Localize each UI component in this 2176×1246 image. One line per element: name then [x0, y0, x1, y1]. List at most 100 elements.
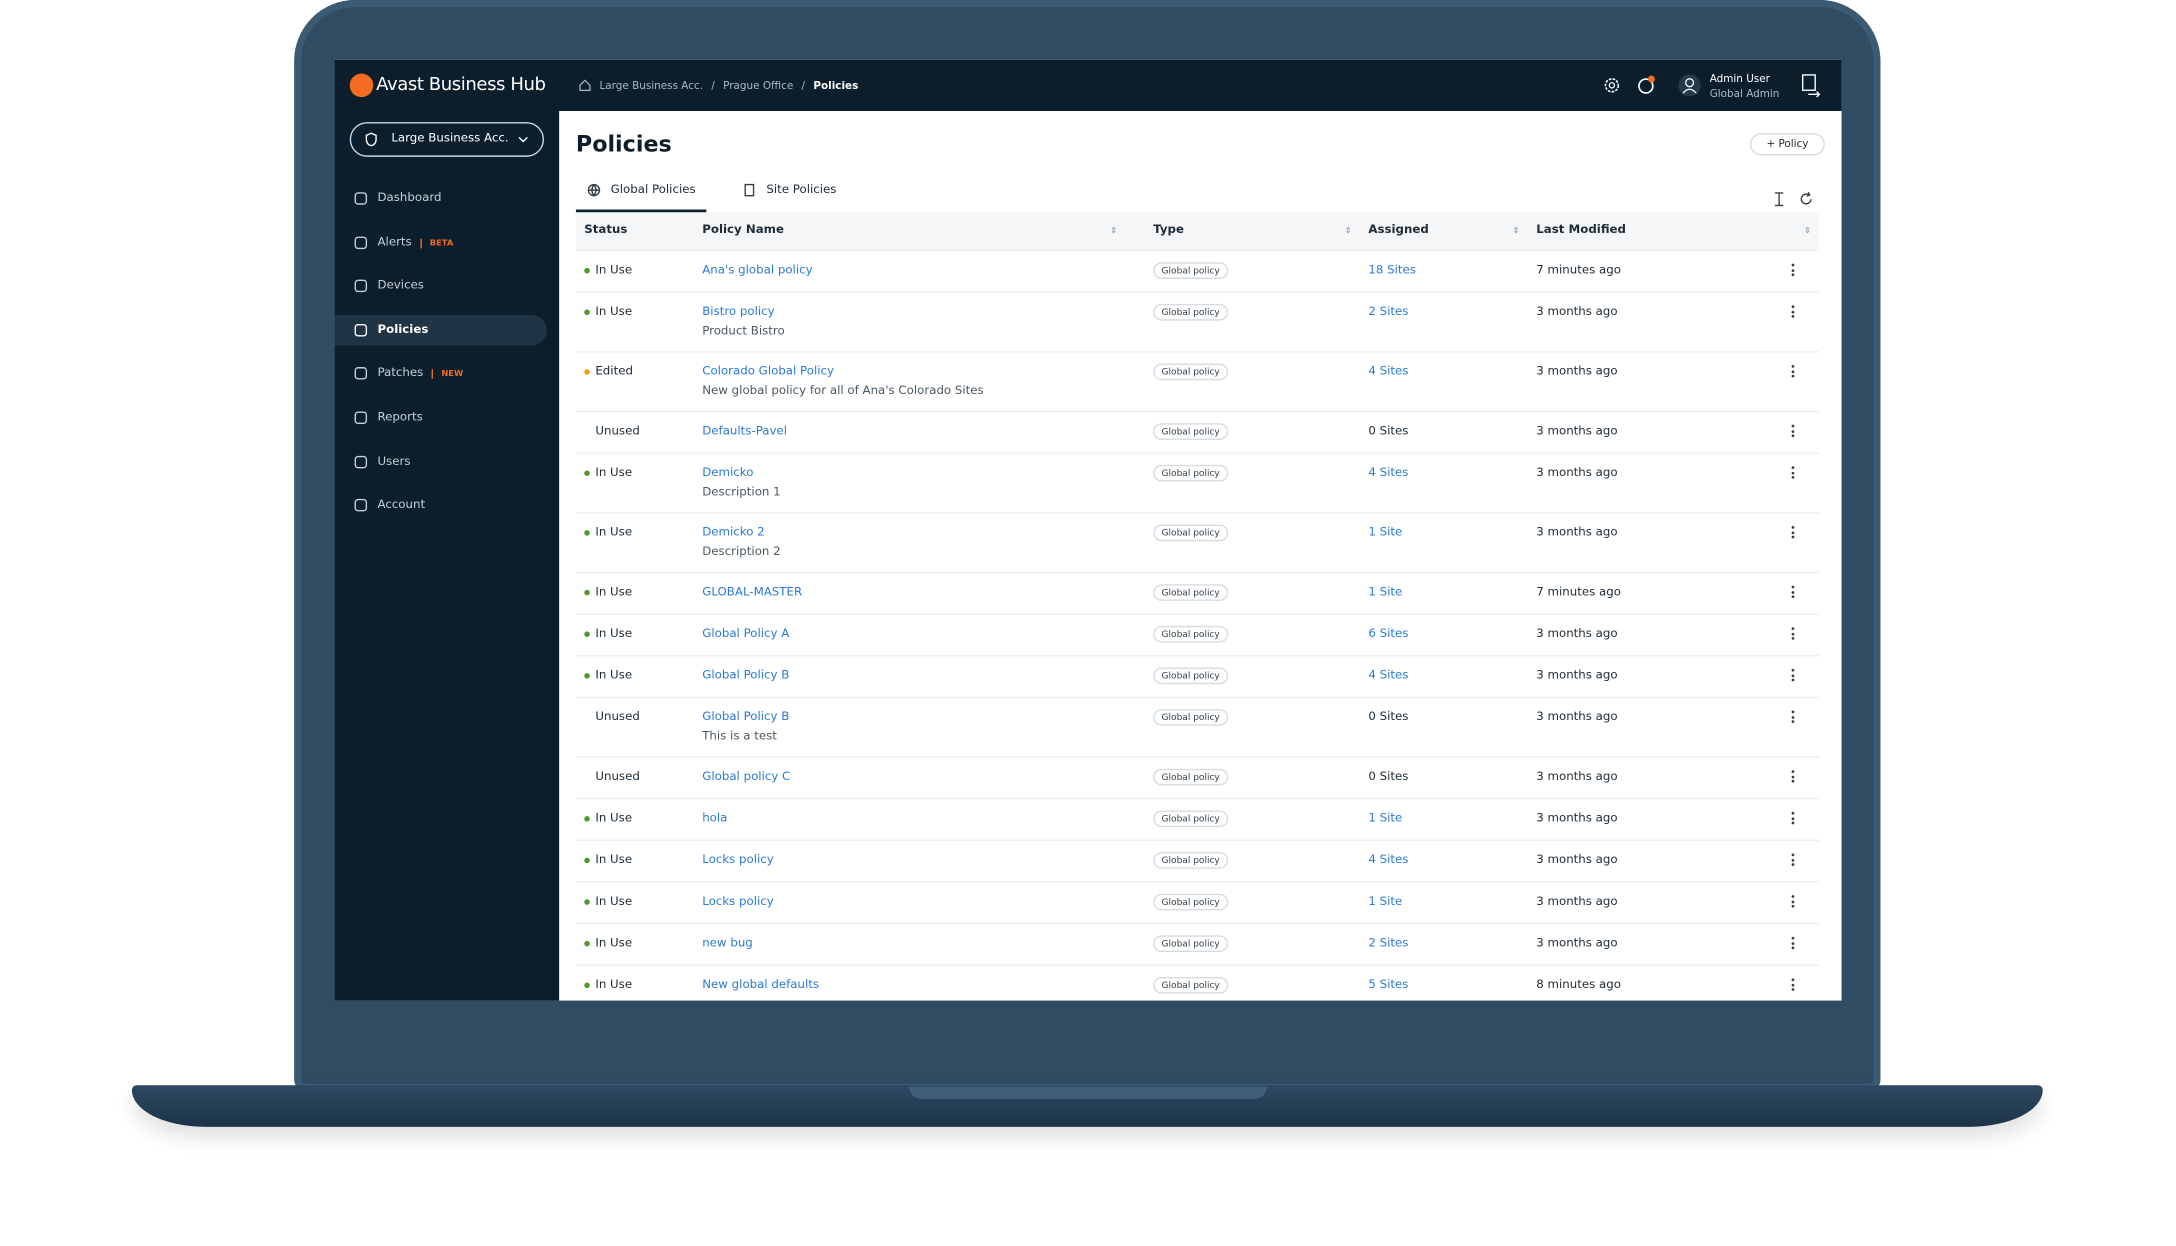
policy-name[interactable]: Locks policy	[702, 853, 774, 868]
nav-item[interactable]: Account	[334, 490, 546, 521]
nav-item[interactable]: Alerts BETA	[334, 227, 546, 258]
table-row: In Use Ana's global policy Global policy 18…	[575, 251, 1820, 293]
name-cell: Global Policy B	[694, 669, 1145, 697]
policy-name[interactable]: new bug	[702, 936, 753, 951]
nav-item[interactable]: Dashboard	[334, 183, 546, 214]
status-dot	[584, 899, 590, 905]
assigned[interactable]: 4 Sites	[1368, 466, 1409, 481]
content: Policies + Policy Global Policies Site Po…	[559, 111, 1842, 1001]
tab[interactable]: Site Policies	[732, 180, 848, 209]
assigned[interactable]: 4 Sites	[1368, 364, 1409, 379]
status-cell: In Use	[576, 669, 694, 697]
nav-item[interactable]: Users	[334, 446, 546, 477]
assigned[interactable]: 2 Sites	[1368, 936, 1409, 951]
brand[interactable]: Avast Business Hub	[376, 74, 546, 96]
type-cell: Global policy	[1145, 976, 1360, 1000]
row-menu[interactable]	[1791, 978, 1795, 993]
type-cell: Global policy	[1145, 852, 1360, 881]
avatar[interactable]	[1678, 74, 1702, 98]
type-cell: Global policy	[1145, 584, 1360, 614]
column-icon[interactable]	[1772, 192, 1786, 207]
assigned[interactable]: 4 Sites	[1368, 668, 1409, 683]
policy-name[interactable]: Locks policy	[702, 895, 774, 909]
column-header[interactable]: Type ⇕	[1145, 212, 1360, 249]
status: Edited	[595, 364, 633, 379]
row-menu[interactable]	[1791, 770, 1795, 785]
row-menu[interactable]	[1791, 305, 1795, 320]
policy-name[interactable]: Demicko	[702, 466, 754, 481]
policy-name[interactable]: hola	[702, 811, 728, 826]
add-policy-button[interactable]: + Policy	[1749, 133, 1825, 156]
switch-icon[interactable]	[1801, 74, 1822, 98]
name-cell: Defaults-Pavel	[694, 425, 1145, 453]
assigned[interactable]: 6 Sites	[1368, 627, 1409, 642]
sort-icon[interactable]: ⇕	[1512, 226, 1520, 236]
settings-icon[interactable]	[1603, 76, 1621, 94]
assigned[interactable]: 1 Site	[1368, 585, 1403, 600]
nav-label: Reports	[377, 410, 423, 425]
row-menu[interactable]	[1791, 627, 1795, 642]
user-info[interactable]: Admin User Global Admin	[1710, 71, 1780, 102]
column-header[interactable]: Assigned ⇕	[1360, 212, 1528, 249]
last-modified: 3 months ago	[1536, 305, 1618, 320]
breadcrumb[interactable]: Large Business Acc.	[599, 79, 704, 92]
assigned[interactable]: 1 Site	[1368, 525, 1403, 540]
policy-name[interactable]: GLOBAL-MASTER	[702, 585, 803, 600]
type-pill: Global policy	[1153, 524, 1229, 542]
policy-name[interactable]: Global policy C	[702, 770, 791, 785]
status: In Use	[595, 585, 633, 600]
row-menu[interactable]	[1791, 710, 1795, 726]
breadcrumb[interactable]: Prague Office	[723, 79, 794, 92]
row-menu[interactable]	[1791, 936, 1795, 952]
name-cell: GLOBAL-MASTER	[694, 586, 1145, 614]
policy-name[interactable]: Colorado Global Policy	[702, 364, 834, 379]
help-icon[interactable]	[1636, 75, 1655, 94]
nav-item[interactable]: Reports	[334, 402, 546, 433]
modified-cell: 3 months ago	[1528, 365, 1819, 411]
policy-name[interactable]: Defaults-Pavel	[702, 424, 788, 439]
assigned[interactable]: 1 Site	[1368, 895, 1403, 909]
status-cell: In Use	[576, 264, 694, 292]
row-menu[interactable]	[1791, 895, 1795, 910]
row-menu[interactable]	[1791, 668, 1795, 684]
row-menu[interactable]	[1791, 811, 1795, 827]
sort-icon[interactable]: ⇕	[1804, 226, 1812, 236]
assigned[interactable]: 2 Sites	[1368, 305, 1409, 320]
nav-item[interactable]: Patches NEW	[334, 359, 546, 390]
column-header[interactable]: Last Modified ⇕	[1528, 212, 1819, 249]
policy-name[interactable]: New global defaults	[702, 978, 820, 993]
assigned-cell: 2 Sites	[1360, 305, 1528, 351]
column-header[interactable]: Policy Name ⇕	[694, 212, 1145, 249]
policy-name[interactable]: Bistro policy	[702, 305, 775, 320]
sort-icon[interactable]: ⇕	[1110, 226, 1118, 236]
breadcrumb[interactable]: Policies	[813, 79, 859, 92]
nav-item[interactable]: Policies	[334, 314, 547, 346]
nav-item[interactable]: Devices	[334, 271, 546, 302]
type-cell: Global policy	[1145, 935, 1360, 965]
assigned[interactable]: 5 Sites	[1368, 978, 1409, 993]
row-menu[interactable]	[1791, 525, 1795, 541]
assigned[interactable]: 18 Sites	[1368, 263, 1416, 278]
policy-name[interactable]: Global Policy A	[702, 627, 790, 642]
tab[interactable]: Global Policies	[575, 180, 707, 213]
modified-cell: 3 months ago	[1528, 937, 1819, 965]
row-menu[interactable]	[1791, 853, 1795, 868]
account-selector[interactable]: Large Business Acc.	[349, 122, 544, 157]
laptop-notch	[908, 1086, 1268, 1100]
assigned[interactable]: 4 Sites	[1368, 853, 1409, 868]
policy-name[interactable]: Global Policy B	[702, 668, 790, 683]
row-menu[interactable]	[1791, 263, 1795, 279]
policy-name[interactable]: Ana's global policy	[702, 263, 813, 278]
row-menu[interactable]	[1791, 364, 1795, 380]
status: In Use	[595, 627, 633, 642]
policy-name[interactable]: Demicko 2	[702, 525, 765, 540]
row-menu[interactable]	[1791, 466, 1795, 481]
refresh-icon[interactable]	[1799, 191, 1814, 207]
row-menu[interactable]	[1791, 585, 1795, 601]
policy-name[interactable]: Global Policy B	[702, 710, 790, 725]
sort-icon[interactable]: ⇕	[1344, 226, 1352, 236]
column-label: Policy Name	[702, 223, 784, 238]
assigned[interactable]: 1 Site	[1368, 811, 1403, 826]
home-icon[interactable]	[579, 79, 591, 91]
row-menu[interactable]	[1791, 424, 1795, 440]
